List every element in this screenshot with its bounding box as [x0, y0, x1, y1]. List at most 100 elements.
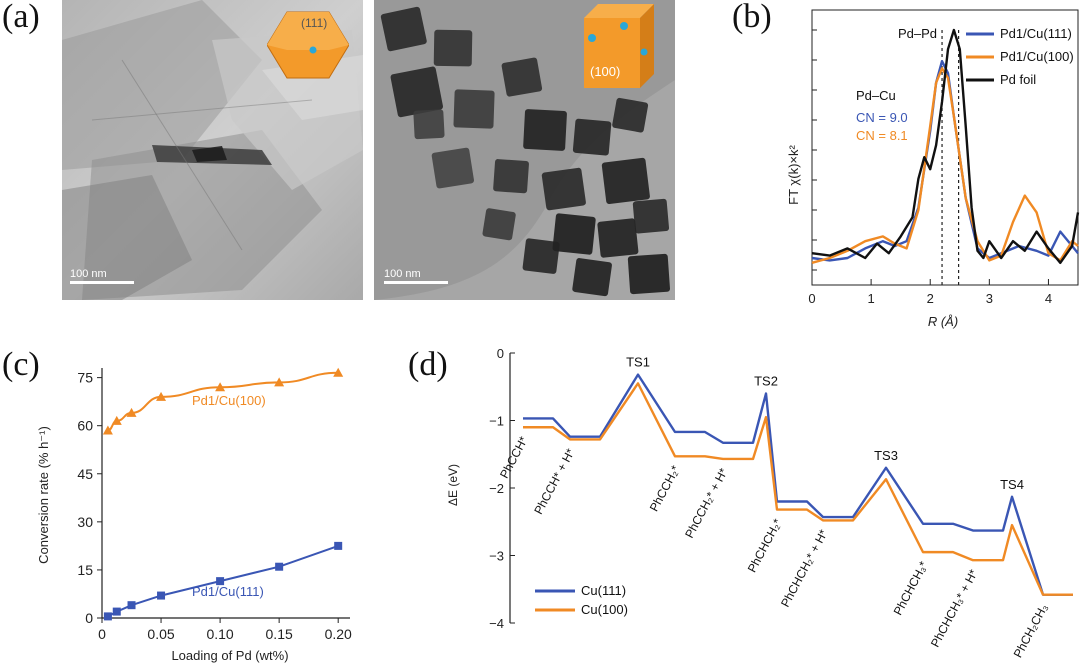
chart-exafs: 0 1 2 3 4 FT χ(k)×k² R (Å) Pd–Pd Pd–Cu CN = …	[786, 9, 1080, 329]
chart-conversion-rate: 0 15 30 45 60 75 0 0.05 0.10 0.15 0.20 Conversion …	[36, 367, 352, 663]
nanocube	[482, 208, 516, 241]
b-series-line	[811, 60, 1079, 262]
d-ts-label: TS3	[874, 448, 898, 463]
facet-label-100: (100)	[590, 64, 621, 79]
d-ylabel: ΔE (eV)	[446, 464, 460, 506]
chart-energy-profile: 0 −1 −2 −3 −4 TS1 TS2 TS3 TS4 PhCCH* PhCCH* + H* Ph…	[446, 346, 1073, 660]
d-ytick-label: −2	[489, 481, 504, 496]
c-square-marker	[275, 562, 284, 571]
d-series-line	[523, 373, 1073, 596]
panel-label-b: (b)	[732, 0, 772, 35]
c-square-marker	[127, 601, 136, 610]
b-annotation-cn-orange: CN = 8.1	[856, 128, 908, 143]
d-state-label: PhCHCH₃* + H*	[928, 567, 981, 650]
b-series-line	[811, 67, 1079, 264]
nanocube	[523, 109, 567, 151]
nanocube	[380, 6, 427, 52]
c-ytick-label: 60	[77, 418, 93, 434]
b-legend-item-orange: Pd1/Cu(100)	[1000, 49, 1074, 64]
c-triangle-marker	[126, 407, 137, 417]
d-state-label: PhCHCH₂*	[745, 516, 785, 575]
b-series-line	[811, 28, 1080, 264]
nanocube	[390, 66, 444, 118]
c-ytick-label: 15	[77, 562, 93, 578]
scale-bar-right: 100 nm	[384, 268, 448, 284]
b-legend-item-blue: Pd1/Cu(111)	[1000, 26, 1072, 41]
b-ylabel: FT χ(k)×k²	[786, 145, 801, 205]
c-triangle-marker	[215, 382, 226, 392]
nanocube	[433, 29, 473, 67]
c-triangle-marker	[156, 391, 167, 401]
hex-crystal-model-icon: (111)	[267, 10, 349, 80]
c-xtick-label: 0.15	[266, 626, 293, 642]
c-xtick-label: 0.05	[147, 626, 174, 642]
scale-bar-left: 100 nm	[70, 268, 134, 284]
nanocube	[552, 213, 596, 255]
c-triangle-marker	[274, 377, 285, 387]
d-ts-label: TS4	[1000, 477, 1024, 492]
d-legend-item-orange: Cu(100)	[581, 602, 628, 617]
d-state-label: PhCCH* + H*	[531, 446, 577, 517]
d-legend-item-blue: Cu(111)	[581, 583, 626, 598]
d-series-line	[523, 382, 1073, 596]
b-annotation-cn-blue: CN = 9.0	[856, 110, 908, 125]
tem-image-left: (111) 100 nm	[62, 0, 363, 300]
b-xtick-label: 3	[986, 291, 993, 306]
c-square-marker	[334, 541, 343, 550]
nanocube	[612, 97, 649, 133]
c-triangle-marker	[333, 367, 344, 377]
d-ytick-label: −4	[489, 616, 504, 631]
nanocube	[413, 109, 445, 140]
b-xtick-label: 0	[808, 291, 815, 306]
nanocube	[541, 167, 586, 211]
cube-crystal-model-icon: (100)	[570, 4, 654, 88]
d-state-label: PhCH₂CH₃	[1011, 601, 1051, 660]
panel-label-c: (c)	[2, 346, 40, 383]
c-xtick-label: 0.10	[206, 626, 233, 642]
panel-label-d: (d)	[408, 346, 448, 383]
b-xtick-label: 1	[867, 291, 874, 306]
c-label-blue: Pd1/Cu(111)	[192, 584, 264, 599]
scale-bar-right-label: 100 nm	[384, 268, 421, 280]
nanocube	[493, 159, 529, 194]
c-ylabel: Conversion rate (% h⁻¹)	[36, 426, 51, 564]
c-square-marker	[157, 591, 166, 600]
d-ts-label: TS2	[754, 374, 778, 389]
b-annotation-pdpd: Pd–Pd	[898, 26, 937, 41]
nanocube	[572, 258, 612, 297]
b-annotation-pdcu: Pd–Cu	[856, 88, 896, 103]
b-plot-frame	[811, 9, 1079, 286]
b-legend-item-black: Pd foil	[1000, 72, 1036, 87]
nanocube	[572, 118, 612, 156]
d-state-label: PhCHCH₃*	[891, 559, 931, 618]
nanocube	[431, 147, 475, 189]
c-square-marker	[103, 612, 112, 621]
facet-label-111: (111)	[301, 16, 328, 30]
nanocube	[522, 238, 560, 274]
nanocube	[601, 157, 650, 204]
b-xlabel: R (Å)	[928, 314, 958, 329]
d-ytick-label: −3	[489, 549, 504, 564]
scale-bar-left-label: 100 nm	[70, 268, 107, 280]
d-ytick-label: −1	[489, 414, 504, 429]
c-ytick-label: 0	[85, 610, 93, 626]
c-ytick-label: 30	[77, 514, 93, 530]
b-xtick-label: 2	[927, 291, 934, 306]
b-legend: Pd1/Cu(111) Pd1/Cu(100) Pd foil	[966, 26, 1074, 87]
d-ytick-label: 0	[497, 346, 504, 361]
d-ts-label: TS1	[626, 355, 650, 370]
d-state-label: PhCCH*	[497, 434, 531, 481]
c-square-marker	[112, 607, 121, 616]
panel-label-a: (a)	[2, 0, 40, 35]
d-state-label: PhCHCH₂* + H*	[778, 527, 831, 610]
c-triangle-marker	[111, 415, 122, 425]
nanocube	[632, 198, 670, 234]
nanocube	[501, 57, 543, 97]
tem-image-right: (100) 100 nm	[374, 0, 675, 300]
c-square-marker	[216, 577, 225, 586]
c-triangle-marker	[102, 425, 113, 435]
b-xtick-label: 4	[1045, 291, 1052, 306]
c-xlabel: Loading of Pd (wt%)	[171, 648, 288, 663]
c-xtick-label: 0	[98, 626, 106, 642]
c-ytick-label: 75	[77, 370, 93, 386]
